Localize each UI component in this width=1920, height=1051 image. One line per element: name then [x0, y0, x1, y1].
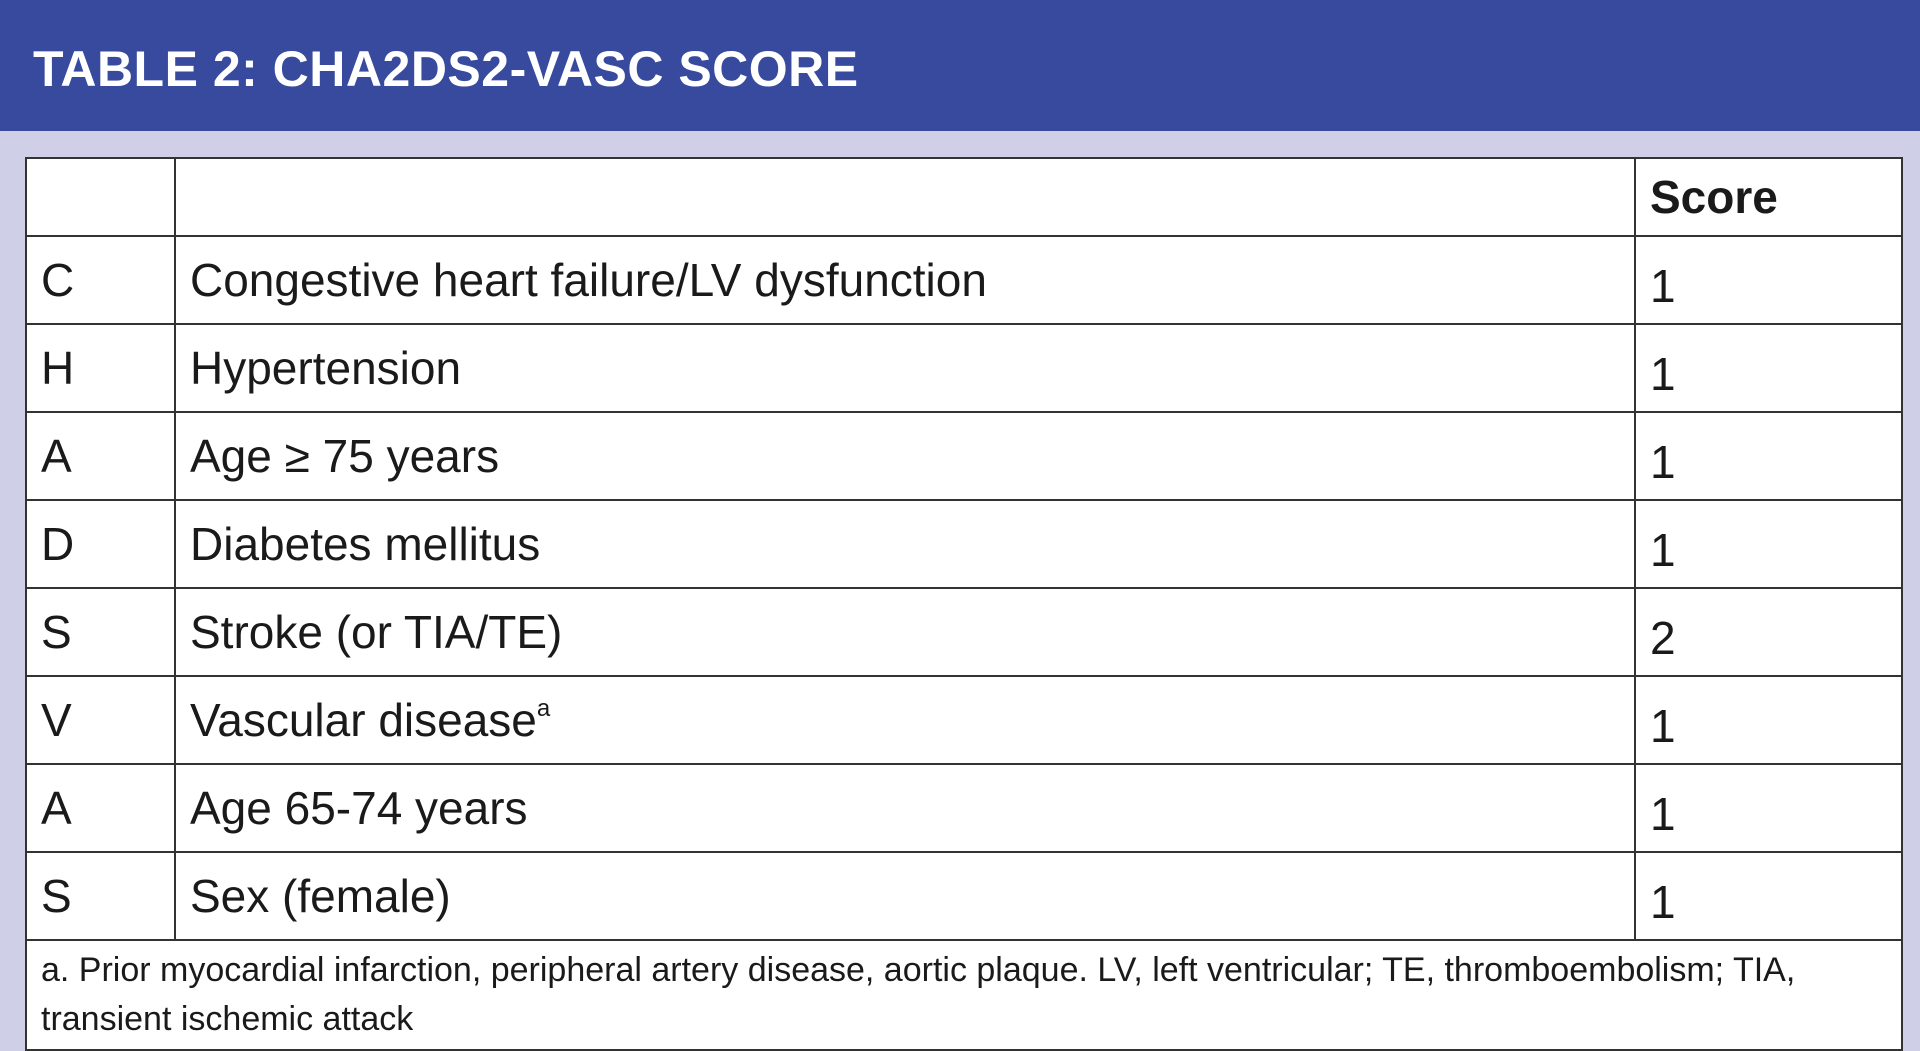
factor-cell: Vascular diseasea [174, 675, 1636, 765]
factor-text: Age ≥ 75 years [190, 430, 500, 482]
factor-text: Congestive heart failure/LV dysfunction [190, 254, 987, 306]
factor-text: Sex (female) [190, 870, 451, 922]
factor-cell: Congestive heart failure/LV dysfunction [174, 235, 1636, 325]
factor-cell: Stroke (or TIA/TE) [174, 587, 1636, 677]
score-cell: 1 [1634, 851, 1903, 941]
factor-text: Hypertension [190, 342, 462, 394]
letter-cell: S [25, 851, 176, 941]
factor-text: Diabetes mellitus [190, 518, 541, 570]
table-row: D Diabetes mellitus 1 [25, 499, 1903, 589]
table-row: V Vascular diseasea 1 [25, 675, 1903, 765]
footnote-row: a. Prior myocardial infarction, peripher… [25, 939, 1903, 1051]
score-cell: 1 [1634, 411, 1903, 501]
header-band: TABLE 2: CHA2DS2-VASC SCORE [0, 0, 1920, 131]
letter-cell: C [25, 235, 176, 325]
factor-text: Stroke (or TIA/TE) [190, 606, 563, 658]
letter-cell: A [25, 763, 176, 853]
letter-cell: D [25, 499, 176, 589]
letter-cell: H [25, 323, 176, 413]
table-title: TABLE 2: CHA2DS2-VASC SCORE [33, 41, 859, 97]
footnote: a. Prior myocardial infarction, peripher… [25, 939, 1903, 1051]
score-cell: 1 [1634, 323, 1903, 413]
header-cell [174, 157, 1636, 237]
score-cell: 2 [1634, 587, 1903, 677]
score-cell: 1 [1634, 499, 1903, 589]
score-cell: 1 [1634, 675, 1903, 765]
score-header: Score [1634, 157, 1903, 237]
letter-cell: S [25, 587, 176, 677]
table-row: A Age ≥ 75 years 1 [25, 411, 1903, 501]
header-cell [25, 157, 176, 237]
table-row: H Hypertension 1 [25, 323, 1903, 413]
table-row: S Sex (female) 1 [25, 851, 1903, 941]
footnote-marker: a [536, 695, 551, 722]
letter-cell: A [25, 411, 176, 501]
score-table: Score C Congestive heart failure/LV dysfu… [25, 157, 1903, 1051]
factor-cell: Age 65-74 years [174, 763, 1636, 853]
factor-cell: Hypertension [174, 323, 1636, 413]
factor-cell: Sex (female) [174, 851, 1636, 941]
header-row: Score [25, 157, 1903, 237]
table-row: C Congestive heart failure/LV dysfunction… [25, 235, 1903, 325]
score-cell: 1 [1634, 235, 1903, 325]
table-row: A Age 65-74 years 1 [25, 763, 1903, 853]
table-row: S Stroke (or TIA/TE) 2 [25, 587, 1903, 677]
score-cell: 1 [1634, 763, 1903, 853]
factor-text: Age 65-74 years [190, 782, 528, 834]
factor-text: Vascular disease [190, 694, 537, 746]
letter-cell: V [25, 675, 176, 765]
factor-cell: Age ≥ 75 years [174, 411, 1636, 501]
factor-cell: Diabetes mellitus [174, 499, 1636, 589]
